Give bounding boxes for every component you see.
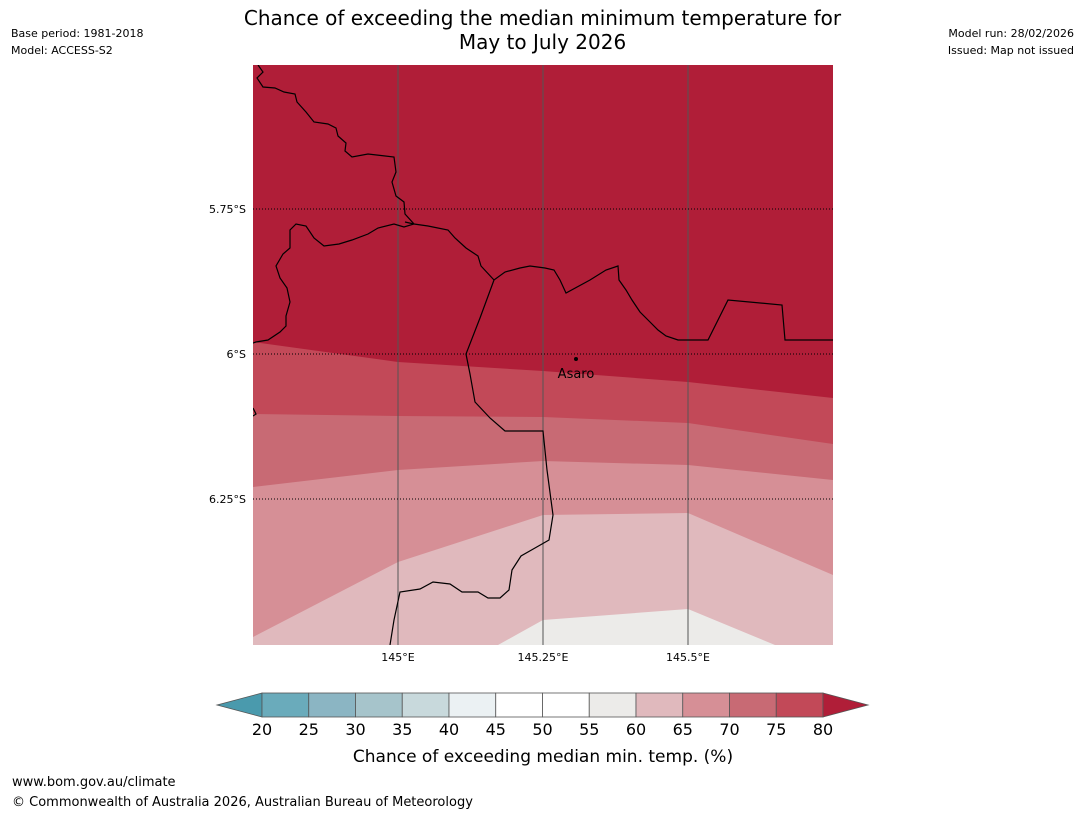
title-line-1: Chance of exceeding the median minimum t… (243, 6, 842, 30)
model-run-text: Model run: 28/02/2026 (948, 27, 1074, 40)
colorbar-cell (635, 692, 684, 718)
colorbar-cell (682, 692, 730, 718)
title-line-2: May to July 2026 (458, 30, 627, 54)
model-text: Model: ACCESS-S2 (11, 44, 113, 57)
lon-label-145-25e: 145.25°E (518, 651, 569, 664)
asaro-label: Asaro (558, 367, 595, 382)
colorbar-tick-label: 80 (813, 720, 833, 739)
colorbar-cell (355, 692, 403, 718)
model-run-info: Model run: 28/02/2026 Issued: Map not is… (948, 25, 1074, 59)
colorbar-tick-label: 55 (579, 720, 599, 739)
colorbar-tick-label: 60 (626, 720, 646, 739)
colorbar-extend-high (822, 692, 870, 718)
colorbar-tick-labels: 20 25 30 35 40 45 50 55 60 65 70 75 80 (252, 720, 833, 739)
colorbar-cell (308, 692, 356, 718)
colorbar-cell (495, 692, 543, 718)
meridian-gridlines (397, 65, 689, 645)
asaro-marker (574, 357, 578, 361)
base-period-text: Base period: 1981-2018 (11, 27, 144, 40)
colorbar-title: Chance of exceeding median min. temp. (%… (353, 747, 733, 767)
colorbar-cell (401, 692, 450, 718)
colorbar-cell (261, 692, 310, 718)
longitude-labels: 145°E 145.25°E 145.5°E (381, 651, 710, 664)
issued-text: Issued: Map not issued (947, 44, 1074, 57)
colorbar-tick-label: 30 (345, 720, 365, 739)
colorbar-cell (775, 692, 824, 718)
colorbar-tick-label: 70 (719, 720, 739, 739)
colorbar-extend-low (215, 692, 263, 718)
province-borders (253, 65, 833, 645)
lon-label-145e: 145°E (381, 651, 414, 664)
latitude-labels: 5.75°S 6°S 6.25°S (209, 203, 246, 506)
band-55-60 (498, 609, 775, 645)
base-period-info: Base period: 1981-2018 Model: ACCESS-S2 (11, 25, 143, 59)
colorbar-tick-label: 35 (392, 720, 412, 739)
border-central (404, 221, 833, 341)
colorbar-tick-label: 65 (673, 720, 693, 739)
map-title: Chance of exceeding the median minimum t… (0, 6, 1085, 54)
colorbar-cell (542, 692, 590, 718)
lon-label-145-5e: 145.5°E (666, 651, 710, 664)
lat-label-6-25s: 6.25°S (209, 493, 246, 506)
colorbar-tick-label: 75 (766, 720, 786, 739)
colorbar-tick-label: 25 (299, 720, 319, 739)
parallel-gridlines (253, 208, 833, 500)
colorbar: 20 25 30 35 40 45 50 55 60 65 70 75 80 Chance of exc… (215, 692, 870, 767)
border-inner (389, 279, 554, 645)
border-west-edge (253, 407, 257, 417)
colorbar-cell (588, 692, 637, 718)
colorbar-cells (261, 692, 824, 718)
footer-url: www.bom.gov.au/climate (12, 775, 176, 790)
lat-label-6s: 6°S (227, 348, 246, 361)
footer-copyright: © Commonwealth of Australia 2026, Austra… (12, 795, 473, 810)
lat-label-5-75s: 5.75°S (209, 203, 246, 216)
map-area: Asaro (253, 65, 833, 645)
colorbar-tick-label: 40 (439, 720, 459, 739)
colorbar-cell (729, 692, 777, 718)
colorbar-tick-label: 20 (252, 720, 272, 739)
colorbar-tick-label: 45 (486, 720, 506, 739)
colorbar-tick-label: 50 (532, 720, 552, 739)
colorbar-cell (448, 692, 497, 718)
